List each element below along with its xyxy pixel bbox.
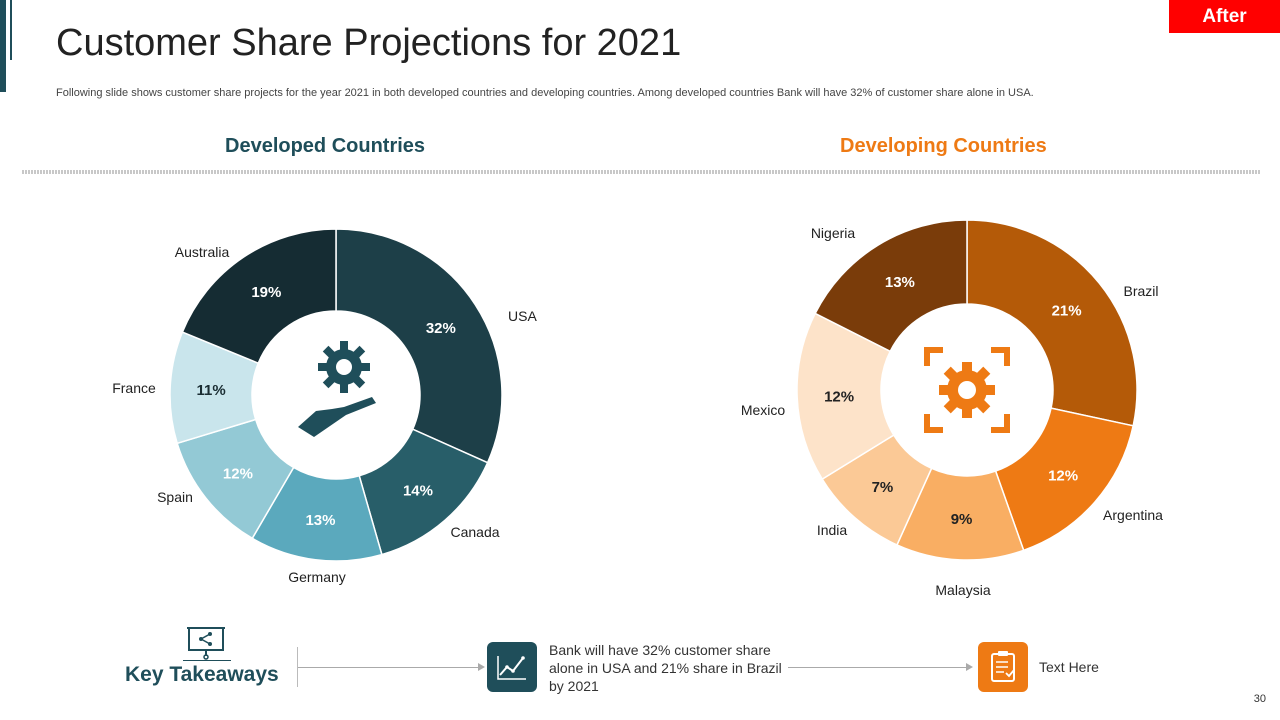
developed-heading: Developed Countries (225, 135, 426, 157)
value-label-spain: 12% (223, 466, 253, 483)
clipboard-icon (978, 642, 1028, 692)
value-label-australia: 19% (251, 284, 281, 301)
page-number: 30 (1253, 693, 1266, 705)
section-divider (22, 170, 1260, 174)
slice-usa (335, 228, 503, 464)
key-takeaways-label: Key Takeaways (125, 663, 279, 686)
takeaway-separator (297, 647, 298, 687)
value-label-mexico: 12% (824, 388, 854, 405)
value-label-canada: 14% (403, 482, 433, 499)
takeaway-text: Bank will have 32% customer share alone … (549, 642, 782, 694)
category-label-nigeria: Nigeria (811, 225, 856, 241)
category-label-germany: Germany (288, 569, 346, 585)
value-label-france: 11% (197, 382, 226, 399)
value-label-usa: 32% (426, 320, 456, 337)
slice-nigeria (814, 219, 968, 353)
category-label-india: India (817, 522, 848, 538)
category-label-argentina: Argentina (1103, 507, 1163, 523)
page-subtitle: Following slide shows customer share pro… (56, 87, 1034, 99)
after-badge: After (1169, 0, 1280, 33)
takeaway-underline (183, 660, 231, 661)
accent-bar-thin (10, 0, 12, 60)
category-label-mexico: Mexico (741, 402, 786, 418)
value-label-india: 7% (872, 479, 894, 496)
value-label-brazil: 21% (1052, 303, 1082, 320)
takeaway-text-2: Text Here (1039, 659, 1099, 675)
developing-heading: Developing Countries (840, 135, 1047, 157)
gear-frame-icon (924, 347, 1010, 433)
arrow-connector-2 (788, 663, 973, 671)
value-label-malaysia: 9% (951, 511, 973, 528)
category-label-brazil: Brazil (1123, 283, 1158, 299)
value-label-argentina: 12% (1048, 468, 1078, 485)
category-label-france: France (112, 380, 156, 396)
category-label-canada: Canada (450, 524, 499, 540)
value-label-germany: 13% (305, 512, 335, 529)
category-label-malaysia: Malaysia (935, 582, 990, 598)
accent-bar (0, 0, 6, 92)
page-title: Customer Share Projections for 2021 (56, 22, 682, 64)
slice-brazil (966, 219, 1138, 427)
line-chart-icon (487, 642, 537, 692)
arrow-connector (298, 663, 485, 671)
category-label-spain: Spain (157, 489, 193, 505)
presentation-board-icon (187, 627, 225, 660)
slice-australia (181, 228, 337, 365)
value-label-nigeria: 13% (885, 274, 915, 291)
category-label-usa: USA (508, 308, 537, 324)
gear-hand-icon (298, 341, 376, 437)
category-label-australia: Australia (175, 244, 230, 260)
